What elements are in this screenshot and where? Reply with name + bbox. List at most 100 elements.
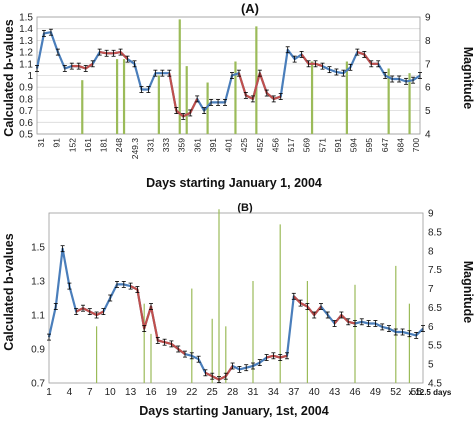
panel-a-x-tick-label: 595 (364, 138, 374, 152)
panel-a-error-bar (139, 86, 144, 93)
panel-b-x-tick-label: 7 (87, 387, 93, 398)
panel-b-y2-tick-label: 6 (428, 322, 434, 333)
panel-b-error-bar (217, 376, 221, 384)
panel-a-x-tick-label: 591 (333, 138, 343, 152)
panel-b-error-bar (305, 303, 310, 310)
panel-b-y-tick-label: 0.9 (31, 345, 45, 356)
panel-b-error-bar (285, 352, 289, 360)
panel-b-error-bar (291, 292, 296, 300)
panel-a-y2-tick-label: 4 (425, 130, 431, 141)
panel-a-error-bar (223, 99, 228, 106)
panel-a-error-bar (306, 60, 311, 68)
panel-b-error-bar (257, 359, 262, 367)
panel-a-error-bar (48, 28, 53, 36)
panel-a-error-bar (355, 48, 360, 56)
panel-a-error-bar (250, 95, 255, 103)
panel-a-error-bar (397, 75, 402, 83)
panel-a-error-bar (271, 95, 276, 103)
panel-b-x-tick-label: 16 (145, 387, 157, 398)
panel-a-error-bar (146, 86, 151, 93)
panel-b-x-unit-label: x 12.5 days (409, 388, 452, 397)
panel-a-error-bar (411, 76, 416, 84)
panel-a-error-bar (264, 89, 269, 97)
panel-b-y2-tick-label: 8.5 (428, 227, 442, 238)
panel-b-x-tick-label: 40 (309, 387, 321, 398)
panel-a-error-bar (229, 72, 234, 79)
panel-a-x-tick-label: 91 (52, 138, 62, 148)
panel-a-x-tick-label: 359 (177, 138, 187, 152)
panel-a-error-bar (55, 48, 60, 56)
panel-b-y2-tick-label: 8 (428, 246, 434, 257)
panel-a-error-bar (257, 69, 262, 77)
panel-a-y2-tick-label: 5 (425, 106, 431, 117)
panel-a-error-bar (341, 69, 346, 77)
panel-a-error-bar (76, 62, 81, 70)
panel-a-x-tick-label: 452 (255, 138, 265, 152)
panel-b-b-value-line (47, 247, 424, 381)
panel-b-y2-tick-label: 7 (428, 284, 434, 295)
panel-a-y-tick-label: 1.3 (19, 36, 33, 47)
panel-a-error-bar (83, 65, 88, 72)
panel-b-error-bar (325, 311, 330, 319)
panel-b-error-bar (400, 328, 405, 336)
panel-a-error-bar (125, 55, 130, 63)
panel-a-error-bar (236, 69, 241, 77)
panel-b-error-bar (47, 333, 51, 341)
panel-a-y-tick-label: 1.4 (19, 24, 33, 35)
panel-b-error-bar (81, 304, 85, 312)
panel-a-y-tick-label: 1.2 (19, 48, 33, 59)
panel-b-error-bar (67, 282, 72, 290)
panel-a-error-bar (62, 65, 67, 72)
panel-a-error-bar (376, 60, 381, 68)
panel-b-error-bar (121, 280, 126, 288)
panel-a-error-bar (90, 60, 95, 68)
panel-a-error-bar (188, 109, 193, 117)
panel-a-error-bar (390, 75, 395, 83)
panel-a-y2-tick-label: 6 (425, 83, 431, 94)
panel-b-error-bar (380, 323, 385, 331)
panel-b-error-bar (230, 362, 235, 370)
panel-b-error-bar (53, 303, 58, 310)
panel-b-x-tick-label: 46 (349, 387, 361, 398)
panel-a-x-tick-label: 161 (83, 138, 93, 152)
panel-b-error-bar (74, 308, 79, 316)
panel-a-error-bar (327, 66, 332, 74)
panel-a-x-tick-label: 248 (114, 138, 124, 152)
panel-a-error-bar (41, 29, 46, 37)
panel-a-b-value-line (35, 31, 421, 118)
panel-b-y2-tick-label: 9 (428, 209, 434, 220)
panel-a-y-tick-label: 0.7 (19, 106, 33, 117)
panel-a-x-tick-label: 333 (161, 138, 171, 152)
panel-a-error-bar (167, 69, 172, 77)
panel-a-error-bar (97, 48, 102, 56)
panel-b-error-bar (169, 340, 174, 348)
panel-b-x-tick-label: 4 (67, 387, 73, 398)
panel-a-y-tick-label: 0.8 (19, 94, 33, 105)
panel-b-y-tick-label: 1.5 (31, 243, 45, 254)
panel-b-x-tick-label: 37 (288, 387, 300, 398)
panel-b-error-bar (155, 337, 160, 344)
panel-a-error-bar (313, 60, 318, 68)
panel-a-y2-axis-label: Magnitude (461, 47, 474, 110)
panel-a-error-bar (209, 99, 214, 106)
panel-b-error-bar (298, 299, 303, 307)
panel-a-y-axis-label: Calculated b-values (2, 19, 16, 136)
panel-a-error-bar (216, 99, 221, 106)
panel-a-b-value-highlight-segment (300, 53, 323, 68)
panel-a-y-tick-label: 0.6 (19, 118, 33, 129)
panel-b-error-bar (366, 320, 371, 327)
panel-a-y-tick-label: 1.1 (19, 59, 33, 70)
panel-b-x-tick-label: 55 (411, 387, 423, 398)
panel-b-error-bar (128, 282, 133, 290)
panel-b-error-bar (332, 320, 337, 327)
panel-b-error-bar (94, 311, 99, 319)
panel-a-x-tick-label: 152 (67, 138, 77, 152)
panel-b-y2-tick-label: 5 (428, 360, 434, 371)
panel-b-error-bar (183, 350, 187, 358)
panel-a-error-bar (299, 51, 304, 58)
panel-b-x-tick-label: 25 (207, 387, 219, 398)
panel-b-error-bar (237, 365, 242, 373)
panel-a-error-bar (243, 91, 248, 99)
panel-b-error-bar (346, 318, 351, 326)
